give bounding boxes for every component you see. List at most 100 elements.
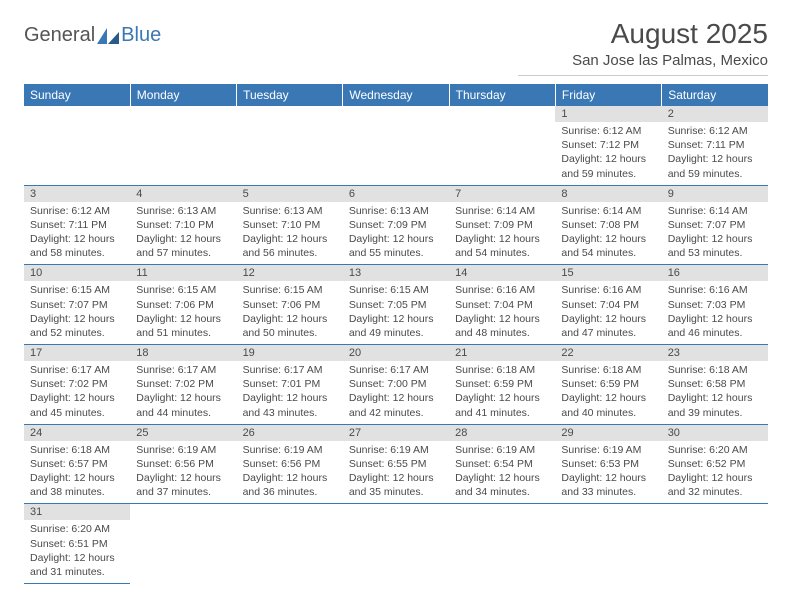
- sunset-line: Sunset: 7:11 PM: [30, 218, 124, 232]
- calendar-cell: 15Sunrise: 6:16 AMSunset: 7:04 PMDayligh…: [555, 265, 661, 345]
- calendar-cell: 16Sunrise: 6:16 AMSunset: 7:03 PMDayligh…: [662, 265, 768, 345]
- calendar-cell: 28Sunrise: 6:19 AMSunset: 6:54 PMDayligh…: [449, 424, 555, 504]
- day-number: 15: [555, 265, 661, 281]
- daylight-line: Daylight: 12 hours and 42 minutes.: [349, 391, 443, 419]
- day-body: Sunrise: 6:17 AMSunset: 7:02 PMDaylight:…: [24, 361, 130, 424]
- daylight-line: Daylight: 12 hours and 48 minutes.: [455, 312, 549, 340]
- calendar-cell: [24, 106, 130, 185]
- day-number: 29: [555, 425, 661, 441]
- calendar-cell: 9Sunrise: 6:14 AMSunset: 7:07 PMDaylight…: [662, 185, 768, 265]
- day-number: 9: [662, 186, 768, 202]
- calendar-cell: 3Sunrise: 6:12 AMSunset: 7:11 PMDaylight…: [24, 185, 130, 265]
- sunrise-line: Sunrise: 6:18 AM: [561, 363, 655, 377]
- calendar-cell: [555, 504, 661, 584]
- calendar-cell: [662, 504, 768, 584]
- day-number: 21: [449, 345, 555, 361]
- sunrise-line: Sunrise: 6:16 AM: [668, 283, 762, 297]
- calendar-cell: [130, 106, 236, 185]
- dow-header: Sunday: [24, 84, 130, 106]
- day-number: 28: [449, 425, 555, 441]
- calendar-cell: 26Sunrise: 6:19 AMSunset: 6:56 PMDayligh…: [237, 424, 343, 504]
- sunrise-line: Sunrise: 6:19 AM: [136, 443, 230, 457]
- sunrise-line: Sunrise: 6:12 AM: [668, 124, 762, 138]
- sunset-line: Sunset: 7:10 PM: [243, 218, 337, 232]
- sunrise-line: Sunrise: 6:19 AM: [455, 443, 549, 457]
- sunrise-line: Sunrise: 6:13 AM: [349, 204, 443, 218]
- sunrise-line: Sunrise: 6:14 AM: [455, 204, 549, 218]
- calendar-header-row: Sunday Monday Tuesday Wednesday Thursday…: [24, 84, 768, 106]
- sunset-line: Sunset: 7:02 PM: [136, 377, 230, 391]
- calendar-cell: 30Sunrise: 6:20 AMSunset: 6:52 PMDayligh…: [662, 424, 768, 504]
- day-body: Sunrise: 6:18 AMSunset: 6:59 PMDaylight:…: [449, 361, 555, 424]
- day-body: Sunrise: 6:12 AMSunset: 7:12 PMDaylight:…: [555, 122, 661, 185]
- calendar-cell: 21Sunrise: 6:18 AMSunset: 6:59 PMDayligh…: [449, 345, 555, 425]
- calendar-week-row: 1Sunrise: 6:12 AMSunset: 7:12 PMDaylight…: [24, 106, 768, 185]
- calendar-cell: 17Sunrise: 6:17 AMSunset: 7:02 PMDayligh…: [24, 345, 130, 425]
- sunrise-line: Sunrise: 6:12 AM: [30, 204, 124, 218]
- daylight-line: Daylight: 12 hours and 34 minutes.: [455, 471, 549, 499]
- calendar-cell: [449, 106, 555, 185]
- sunset-line: Sunset: 7:06 PM: [136, 298, 230, 312]
- logo-sail-icon: [97, 28, 119, 44]
- daylight-line: Daylight: 12 hours and 35 minutes.: [349, 471, 443, 499]
- page-subtitle: San Jose las Palmas, Mexico: [518, 52, 768, 69]
- daylight-line: Daylight: 12 hours and 36 minutes.: [243, 471, 337, 499]
- daylight-line: Daylight: 12 hours and 59 minutes.: [668, 152, 762, 180]
- day-number: 26: [237, 425, 343, 441]
- daylight-line: Daylight: 12 hours and 39 minutes.: [668, 391, 762, 419]
- daylight-line: Daylight: 12 hours and 37 minutes.: [136, 471, 230, 499]
- sunset-line: Sunset: 7:07 PM: [668, 218, 762, 232]
- daylight-line: Daylight: 12 hours and 54 minutes.: [455, 232, 549, 260]
- sunrise-line: Sunrise: 6:17 AM: [349, 363, 443, 377]
- day-number: 17: [24, 345, 130, 361]
- calendar-cell: 23Sunrise: 6:18 AMSunset: 6:58 PMDayligh…: [662, 345, 768, 425]
- day-number: 14: [449, 265, 555, 281]
- calendar-cell: 10Sunrise: 6:15 AMSunset: 7:07 PMDayligh…: [24, 265, 130, 345]
- day-body: Sunrise: 6:18 AMSunset: 6:57 PMDaylight:…: [24, 441, 130, 504]
- day-body: Sunrise: 6:20 AMSunset: 6:51 PMDaylight:…: [24, 520, 130, 583]
- day-number: 31: [24, 504, 130, 520]
- calendar-cell: 19Sunrise: 6:17 AMSunset: 7:01 PMDayligh…: [237, 345, 343, 425]
- calendar-cell: 8Sunrise: 6:14 AMSunset: 7:08 PMDaylight…: [555, 185, 661, 265]
- calendar-cell: 13Sunrise: 6:15 AMSunset: 7:05 PMDayligh…: [343, 265, 449, 345]
- sunrise-line: Sunrise: 6:18 AM: [455, 363, 549, 377]
- daylight-line: Daylight: 12 hours and 52 minutes.: [30, 312, 124, 340]
- calendar-cell: [130, 504, 236, 584]
- daylight-line: Daylight: 12 hours and 40 minutes.: [561, 391, 655, 419]
- daylight-line: Daylight: 12 hours and 53 minutes.: [668, 232, 762, 260]
- daylight-line: Daylight: 12 hours and 32 minutes.: [668, 471, 762, 499]
- daylight-line: Daylight: 12 hours and 46 minutes.: [668, 312, 762, 340]
- sunrise-line: Sunrise: 6:13 AM: [243, 204, 337, 218]
- day-body: Sunrise: 6:19 AMSunset: 6:56 PMDaylight:…: [237, 441, 343, 504]
- page-title: August 2025: [518, 18, 768, 50]
- day-number: 30: [662, 425, 768, 441]
- day-number: 6: [343, 186, 449, 202]
- sunset-line: Sunset: 6:57 PM: [30, 457, 124, 471]
- sunset-line: Sunset: 7:12 PM: [561, 138, 655, 152]
- sunset-line: Sunset: 7:09 PM: [349, 218, 443, 232]
- sunrise-line: Sunrise: 6:17 AM: [136, 363, 230, 377]
- sunset-line: Sunset: 6:59 PM: [455, 377, 549, 391]
- daylight-line: Daylight: 12 hours and 44 minutes.: [136, 391, 230, 419]
- sunrise-line: Sunrise: 6:16 AM: [561, 283, 655, 297]
- sunrise-line: Sunrise: 6:19 AM: [561, 443, 655, 457]
- calendar-cell: 24Sunrise: 6:18 AMSunset: 6:57 PMDayligh…: [24, 424, 130, 504]
- sunset-line: Sunset: 7:07 PM: [30, 298, 124, 312]
- sunset-line: Sunset: 7:00 PM: [349, 377, 443, 391]
- day-body: Sunrise: 6:17 AMSunset: 7:01 PMDaylight:…: [237, 361, 343, 424]
- daylight-line: Daylight: 12 hours and 49 minutes.: [349, 312, 443, 340]
- calendar-cell: [343, 504, 449, 584]
- daylight-line: Daylight: 12 hours and 54 minutes.: [561, 232, 655, 260]
- dow-header: Monday: [130, 84, 236, 106]
- sunrise-line: Sunrise: 6:15 AM: [349, 283, 443, 297]
- calendar-cell: 1Sunrise: 6:12 AMSunset: 7:12 PMDaylight…: [555, 106, 661, 185]
- day-body: Sunrise: 6:14 AMSunset: 7:09 PMDaylight:…: [449, 202, 555, 265]
- daylight-line: Daylight: 12 hours and 55 minutes.: [349, 232, 443, 260]
- day-body: Sunrise: 6:15 AMSunset: 7:05 PMDaylight:…: [343, 281, 449, 344]
- calendar-cell: [343, 106, 449, 185]
- dow-header: Wednesday: [343, 84, 449, 106]
- calendar-table: Sunday Monday Tuesday Wednesday Thursday…: [24, 84, 768, 584]
- day-number: 16: [662, 265, 768, 281]
- day-number: 12: [237, 265, 343, 281]
- calendar-cell: 4Sunrise: 6:13 AMSunset: 7:10 PMDaylight…: [130, 185, 236, 265]
